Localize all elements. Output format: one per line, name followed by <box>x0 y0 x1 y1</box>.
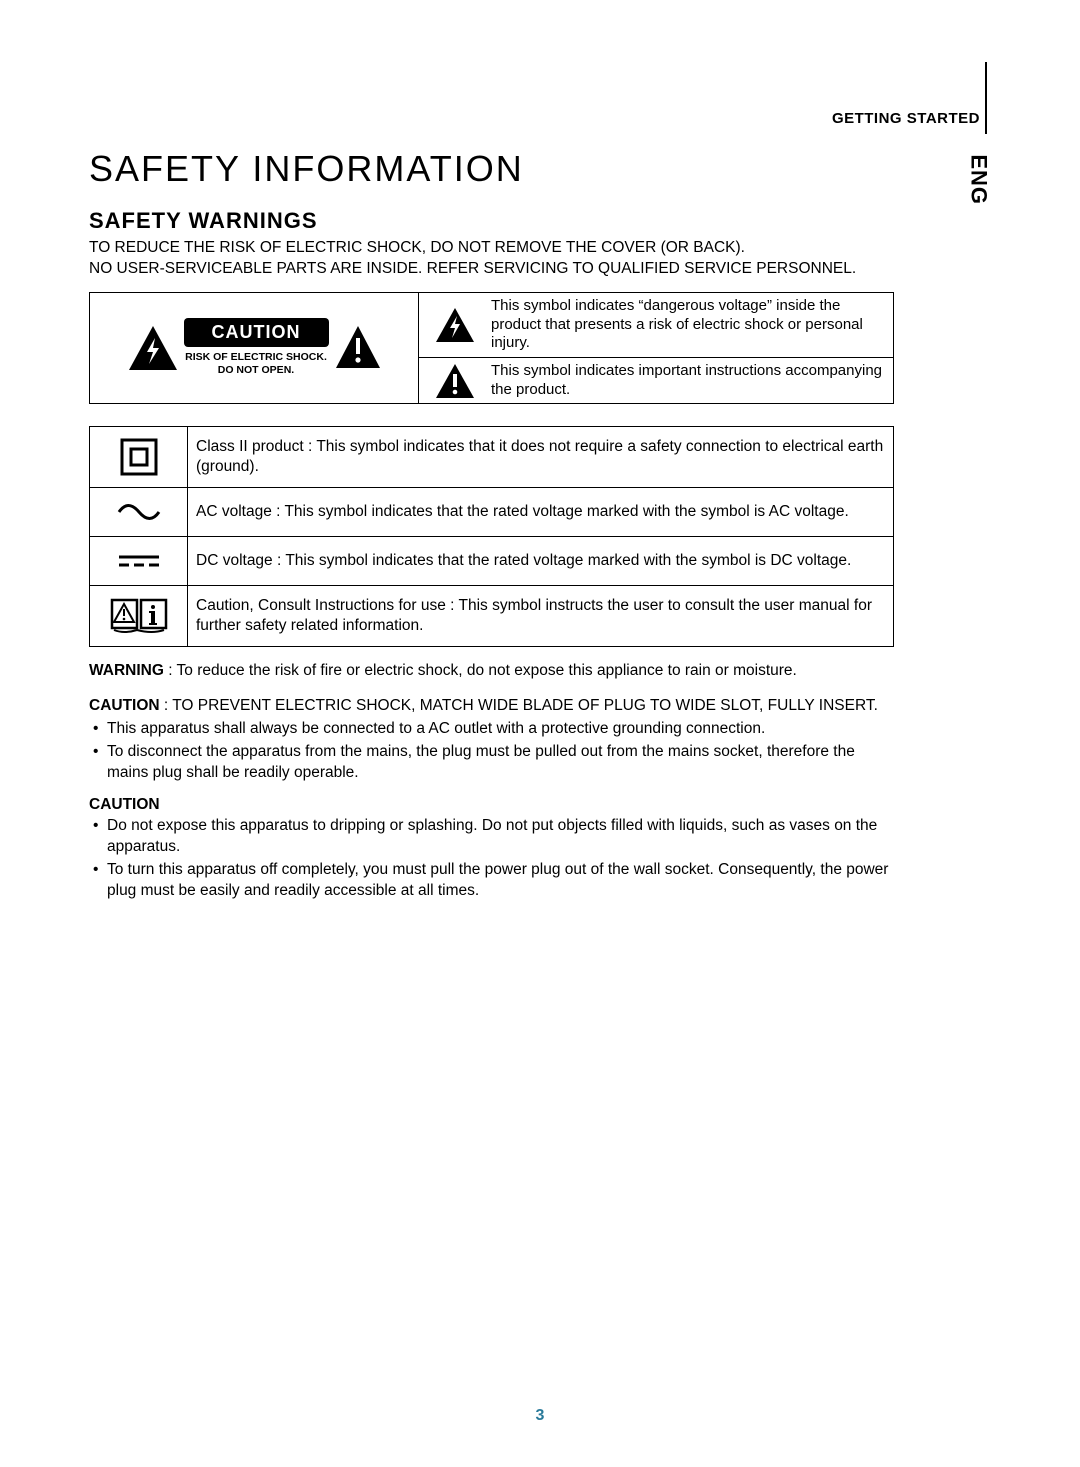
bullets-list-1: This apparatus shall always be connected… <box>89 719 894 784</box>
caution-right-text-2: This symbol indicates important instruct… <box>491 358 893 404</box>
caution-inline-text: : TO PREVENT ELECTRIC SHOCK, MATCH WIDE … <box>160 697 878 714</box>
language-tab: ENG <box>966 154 992 205</box>
symbol-text-manual: Caution, Consult Instructions for use : … <box>188 586 893 646</box>
caution-box: CAUTION RISK OF ELECTRIC SHOCK. DO NOT O… <box>89 292 894 404</box>
exclaim-triangle-icon <box>329 324 387 372</box>
warning-label: WARNING <box>89 662 164 679</box>
symbol-row-ac: AC voltage : This symbol indicates that … <box>90 487 893 536</box>
caution-left-panel: CAUTION RISK OF ELECTRIC SHOCK. DO NOT O… <box>90 293 418 403</box>
symbol-row-manual: Caution, Consult Instructions for use : … <box>90 585 893 646</box>
bullet-item: Do not expose this apparatus to dripping… <box>89 816 894 858</box>
symbol-text-ac: AC voltage : This symbol indicates that … <box>188 488 893 536</box>
bullets-list-2: Do not expose this apparatus to dripping… <box>89 816 894 902</box>
caution-right-panel: This symbol indicates “dangerous voltage… <box>418 293 893 403</box>
caution-inline-label: CAUTION <box>89 697 160 714</box>
shock-triangle-icon <box>122 324 184 372</box>
shock-triangle-small-icon <box>419 306 491 344</box>
exclaim-triangle-small-icon <box>419 362 491 400</box>
caution-right-row-2: This symbol indicates important instruct… <box>418 357 893 404</box>
consult-manual-icon <box>90 586 188 646</box>
bullet-item: This apparatus shall always be connected… <box>89 719 894 740</box>
caution-right-text-1: This symbol indicates “dangerous voltage… <box>491 293 893 357</box>
class2-icon <box>90 427 188 487</box>
warning-paragraph: WARNING : To reduce the risk of fire or … <box>89 661 894 682</box>
caution-subtext-2: DO NOT OPEN. <box>218 364 294 376</box>
bullet-item: To turn this apparatus off completely, y… <box>89 860 894 902</box>
symbol-text-dc: DC voltage : This symbol indicates that … <box>188 537 893 585</box>
caution-pill: CAUTION <box>184 318 329 347</box>
warning-text: : To reduce the risk of fire or electric… <box>164 662 797 679</box>
page-title: SAFETY INFORMATION <box>89 148 894 190</box>
caution-subtext: RISK OF ELECTRIC SHOCK. DO NOT OPEN. <box>185 351 327 377</box>
caution-inline-paragraph: CAUTION : TO PREVENT ELECTRIC SHOCK, MAT… <box>89 696 894 717</box>
caution-center: CAUTION RISK OF ELECTRIC SHOCK. DO NOT O… <box>184 318 329 377</box>
caution-right-row-1: This symbol indicates “dangerous voltage… <box>418 293 893 357</box>
bullet-item: To disconnect the apparatus from the mai… <box>89 742 894 784</box>
caution-subtext-1: RISK OF ELECTRIC SHOCK. <box>185 351 327 363</box>
symbol-text-class2: Class II product : This symbol indicates… <box>188 427 893 487</box>
symbol-row-class2: Class II product : This symbol indicates… <box>90 427 893 487</box>
symbol-row-dc: DC voltage : This symbol indicates that … <box>90 536 893 585</box>
section-header: GETTING STARTED <box>832 110 980 127</box>
caution-heading: CAUTION <box>89 796 894 814</box>
intro-line-2: NO USER-SERVICEABLE PARTS ARE INSIDE. RE… <box>89 259 894 280</box>
section-title: SAFETY WARNINGS <box>89 208 894 234</box>
page-number: 3 <box>0 1407 1080 1425</box>
header-divider <box>985 62 987 134</box>
ac-icon <box>90 488 188 536</box>
symbol-table: Class II product : This symbol indicates… <box>89 426 894 648</box>
intro-line-1: TO REDUCE THE RISK OF ELECTRIC SHOCK, DO… <box>89 238 894 259</box>
dc-icon <box>90 537 188 585</box>
